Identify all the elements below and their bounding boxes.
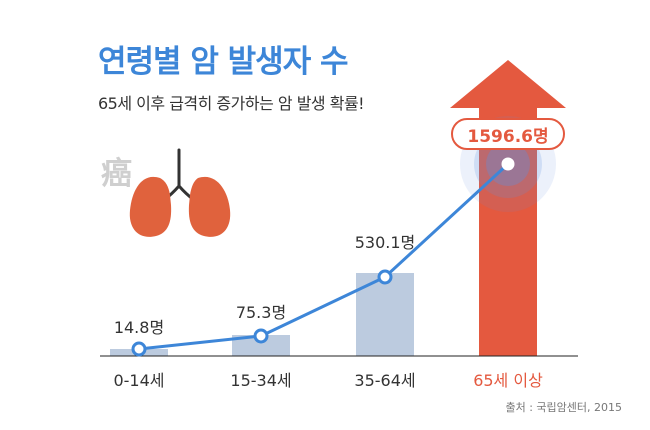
data-point-2 bbox=[377, 269, 393, 285]
data-label-3: 1596.6명 bbox=[467, 127, 548, 147]
data-label-0: 14.8명 bbox=[114, 318, 164, 337]
chart-title: 연령별 암 발생자 수 bbox=[98, 44, 349, 80]
data-label-2: 530.1명 bbox=[355, 233, 416, 252]
data-label-1: 75.3명 bbox=[236, 303, 286, 322]
x-tick-label-1: 15-34세 bbox=[230, 371, 291, 390]
data-point-0 bbox=[131, 341, 147, 357]
data-point-3 bbox=[501, 157, 515, 171]
x-tick-label-0: 0-14세 bbox=[113, 371, 164, 390]
chart-subtitle: 65세 이후 급격히 증가하는 암 발생 확률! bbox=[98, 94, 365, 113]
x-tick-label-2: 35-64세 bbox=[354, 371, 415, 390]
bar-1 bbox=[232, 335, 290, 356]
source-note: 출처 : 국립암센터, 2015 bbox=[505, 401, 622, 414]
data-point-1 bbox=[253, 328, 269, 344]
hanja-character: 癌 bbox=[101, 156, 132, 192]
trend-line bbox=[138, 162, 510, 351]
lungs-icon bbox=[129, 148, 231, 237]
highlight-value-callout: 1596.6명 bbox=[451, 118, 565, 150]
x-tick-label-3: 65세 이상 bbox=[473, 371, 543, 390]
